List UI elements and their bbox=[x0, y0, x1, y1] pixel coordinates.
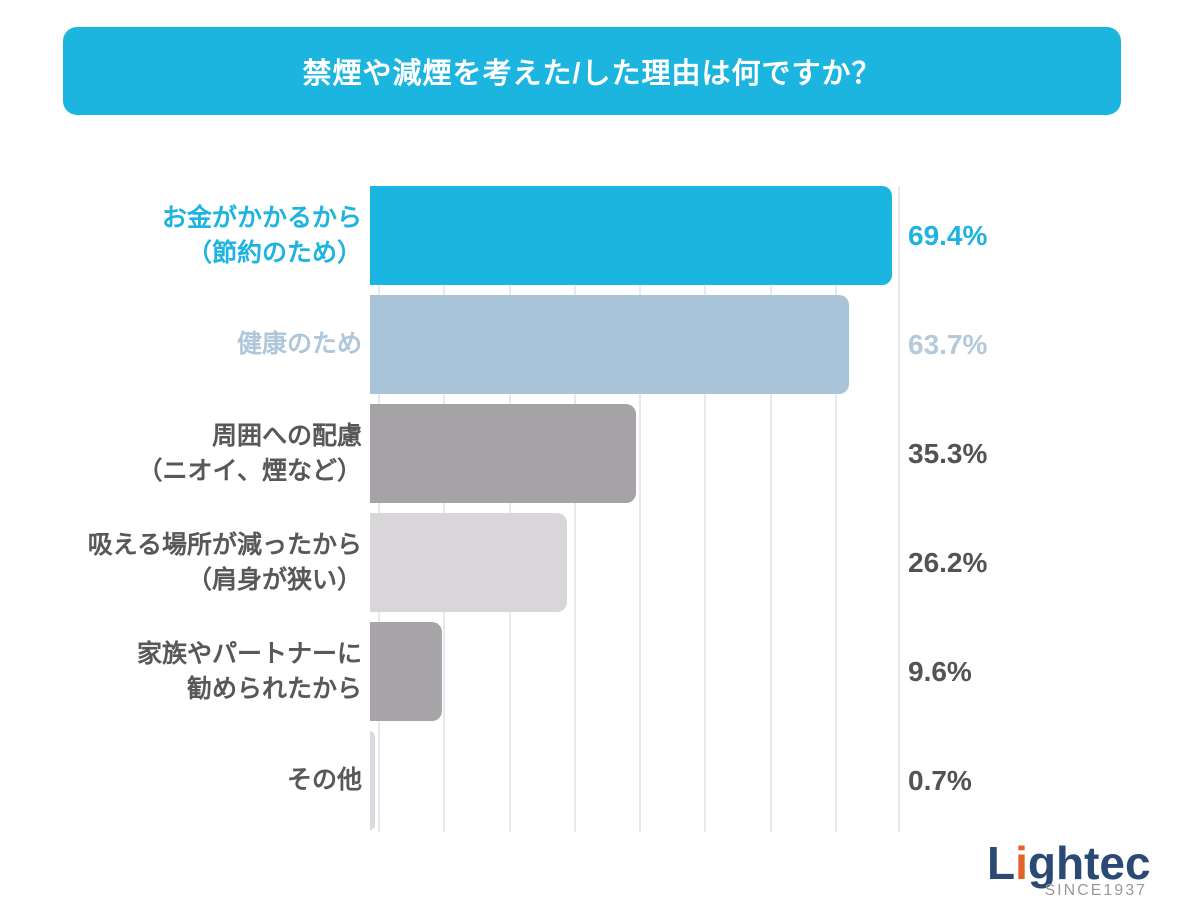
gridline bbox=[443, 186, 446, 832]
value-label: 9.6% bbox=[908, 655, 972, 687]
category-label-line2: 勧められたから bbox=[186, 674, 362, 703]
category-label-line1: その他 bbox=[286, 766, 362, 795]
value-label: 35.3% bbox=[908, 437, 988, 469]
bar bbox=[370, 295, 850, 394]
bar bbox=[370, 186, 892, 285]
bar bbox=[370, 513, 568, 612]
bar-track bbox=[370, 731, 892, 830]
category-label-line1: 周囲への配慮 bbox=[211, 422, 362, 450]
category-label: 吸える場所が減ったから （肩身が狭い） bbox=[0, 513, 370, 612]
logo-tagline: SINCE1937 bbox=[1044, 882, 1147, 899]
category-label: 家族やパートナーに 勧められたから bbox=[0, 622, 370, 721]
bar bbox=[370, 404, 636, 503]
bar-row-other: その他 0.7% bbox=[0, 731, 1184, 830]
chart-title: 禁煙や減煙を考えた/した理由は何ですか？ bbox=[302, 58, 882, 90]
gridline bbox=[639, 186, 641, 832]
bar-row-consideration: 周囲への配慮 （ニオイ、煙など） 35.3% bbox=[0, 404, 1184, 503]
category-label: その他 bbox=[0, 731, 370, 830]
gridline bbox=[573, 186, 576, 832]
gridline bbox=[898, 186, 900, 832]
category-label: お金がかかるから （節約のため） bbox=[0, 186, 370, 285]
bar-row-health: 健康のため 63.7% bbox=[0, 295, 1184, 394]
category-label: 周囲への配慮 （ニオイ、煙など） bbox=[0, 404, 370, 503]
gridline bbox=[769, 186, 772, 832]
bar-chart: お金がかかるから （節約のため） 69.4% 健康のため 63.7% bbox=[0, 186, 1184, 832]
gridline bbox=[508, 186, 511, 832]
gridline bbox=[834, 186, 837, 832]
logo-flame-i-icon: i bbox=[1015, 837, 1028, 889]
gridline bbox=[378, 186, 380, 832]
bar bbox=[370, 622, 443, 721]
title-banner: 禁煙や減煙を考えた/した理由は何ですか？ bbox=[63, 27, 1121, 115]
bar bbox=[370, 731, 376, 830]
logo-wordmark: Lightec bbox=[987, 837, 1151, 889]
value-label: 63.7% bbox=[908, 328, 988, 360]
bar-track bbox=[370, 186, 892, 285]
bar-row-family: 家族やパートナーに 勧められたから 9.6% bbox=[0, 622, 1184, 721]
bar-track bbox=[370, 404, 892, 503]
category-label-line1: 吸える場所が減ったから bbox=[87, 531, 362, 559]
value-label: 26.2% bbox=[908, 546, 988, 578]
category-label-line1: 健康のため bbox=[236, 330, 362, 359]
value-label: 0.7% bbox=[908, 764, 972, 796]
bar-track bbox=[370, 622, 892, 721]
bar-track bbox=[370, 513, 892, 612]
logo-letter-l: L bbox=[987, 837, 1016, 889]
category-label-line1: 家族やパートナーに bbox=[136, 640, 362, 668]
gridline bbox=[704, 186, 707, 832]
bar-row-fewer-places: 吸える場所が減ったから （肩身が狭い） 26.2% bbox=[0, 513, 1184, 612]
value-label: 69.4% bbox=[908, 219, 988, 251]
category-label-line2: （ニオイ、煙など） bbox=[137, 456, 362, 485]
bar-row-money: お金がかかるから （節約のため） 69.4% bbox=[0, 186, 1184, 285]
bar-track bbox=[370, 295, 892, 394]
category-label-line1: お金がかかるから bbox=[161, 204, 362, 232]
category-label-line2: （節約のため） bbox=[186, 238, 362, 267]
gridlines bbox=[378, 186, 900, 832]
category-label-line2: （肩身が狭い） bbox=[186, 565, 362, 594]
category-label: 健康のため bbox=[0, 295, 370, 394]
bar-rows: お金がかかるから （節約のため） 69.4% 健康のため 63.7% bbox=[0, 186, 1184, 830]
logo-letters-rest: ghtec bbox=[1027, 837, 1151, 889]
lightec-logo: Lightec SINCE1937 bbox=[987, 837, 1151, 900]
